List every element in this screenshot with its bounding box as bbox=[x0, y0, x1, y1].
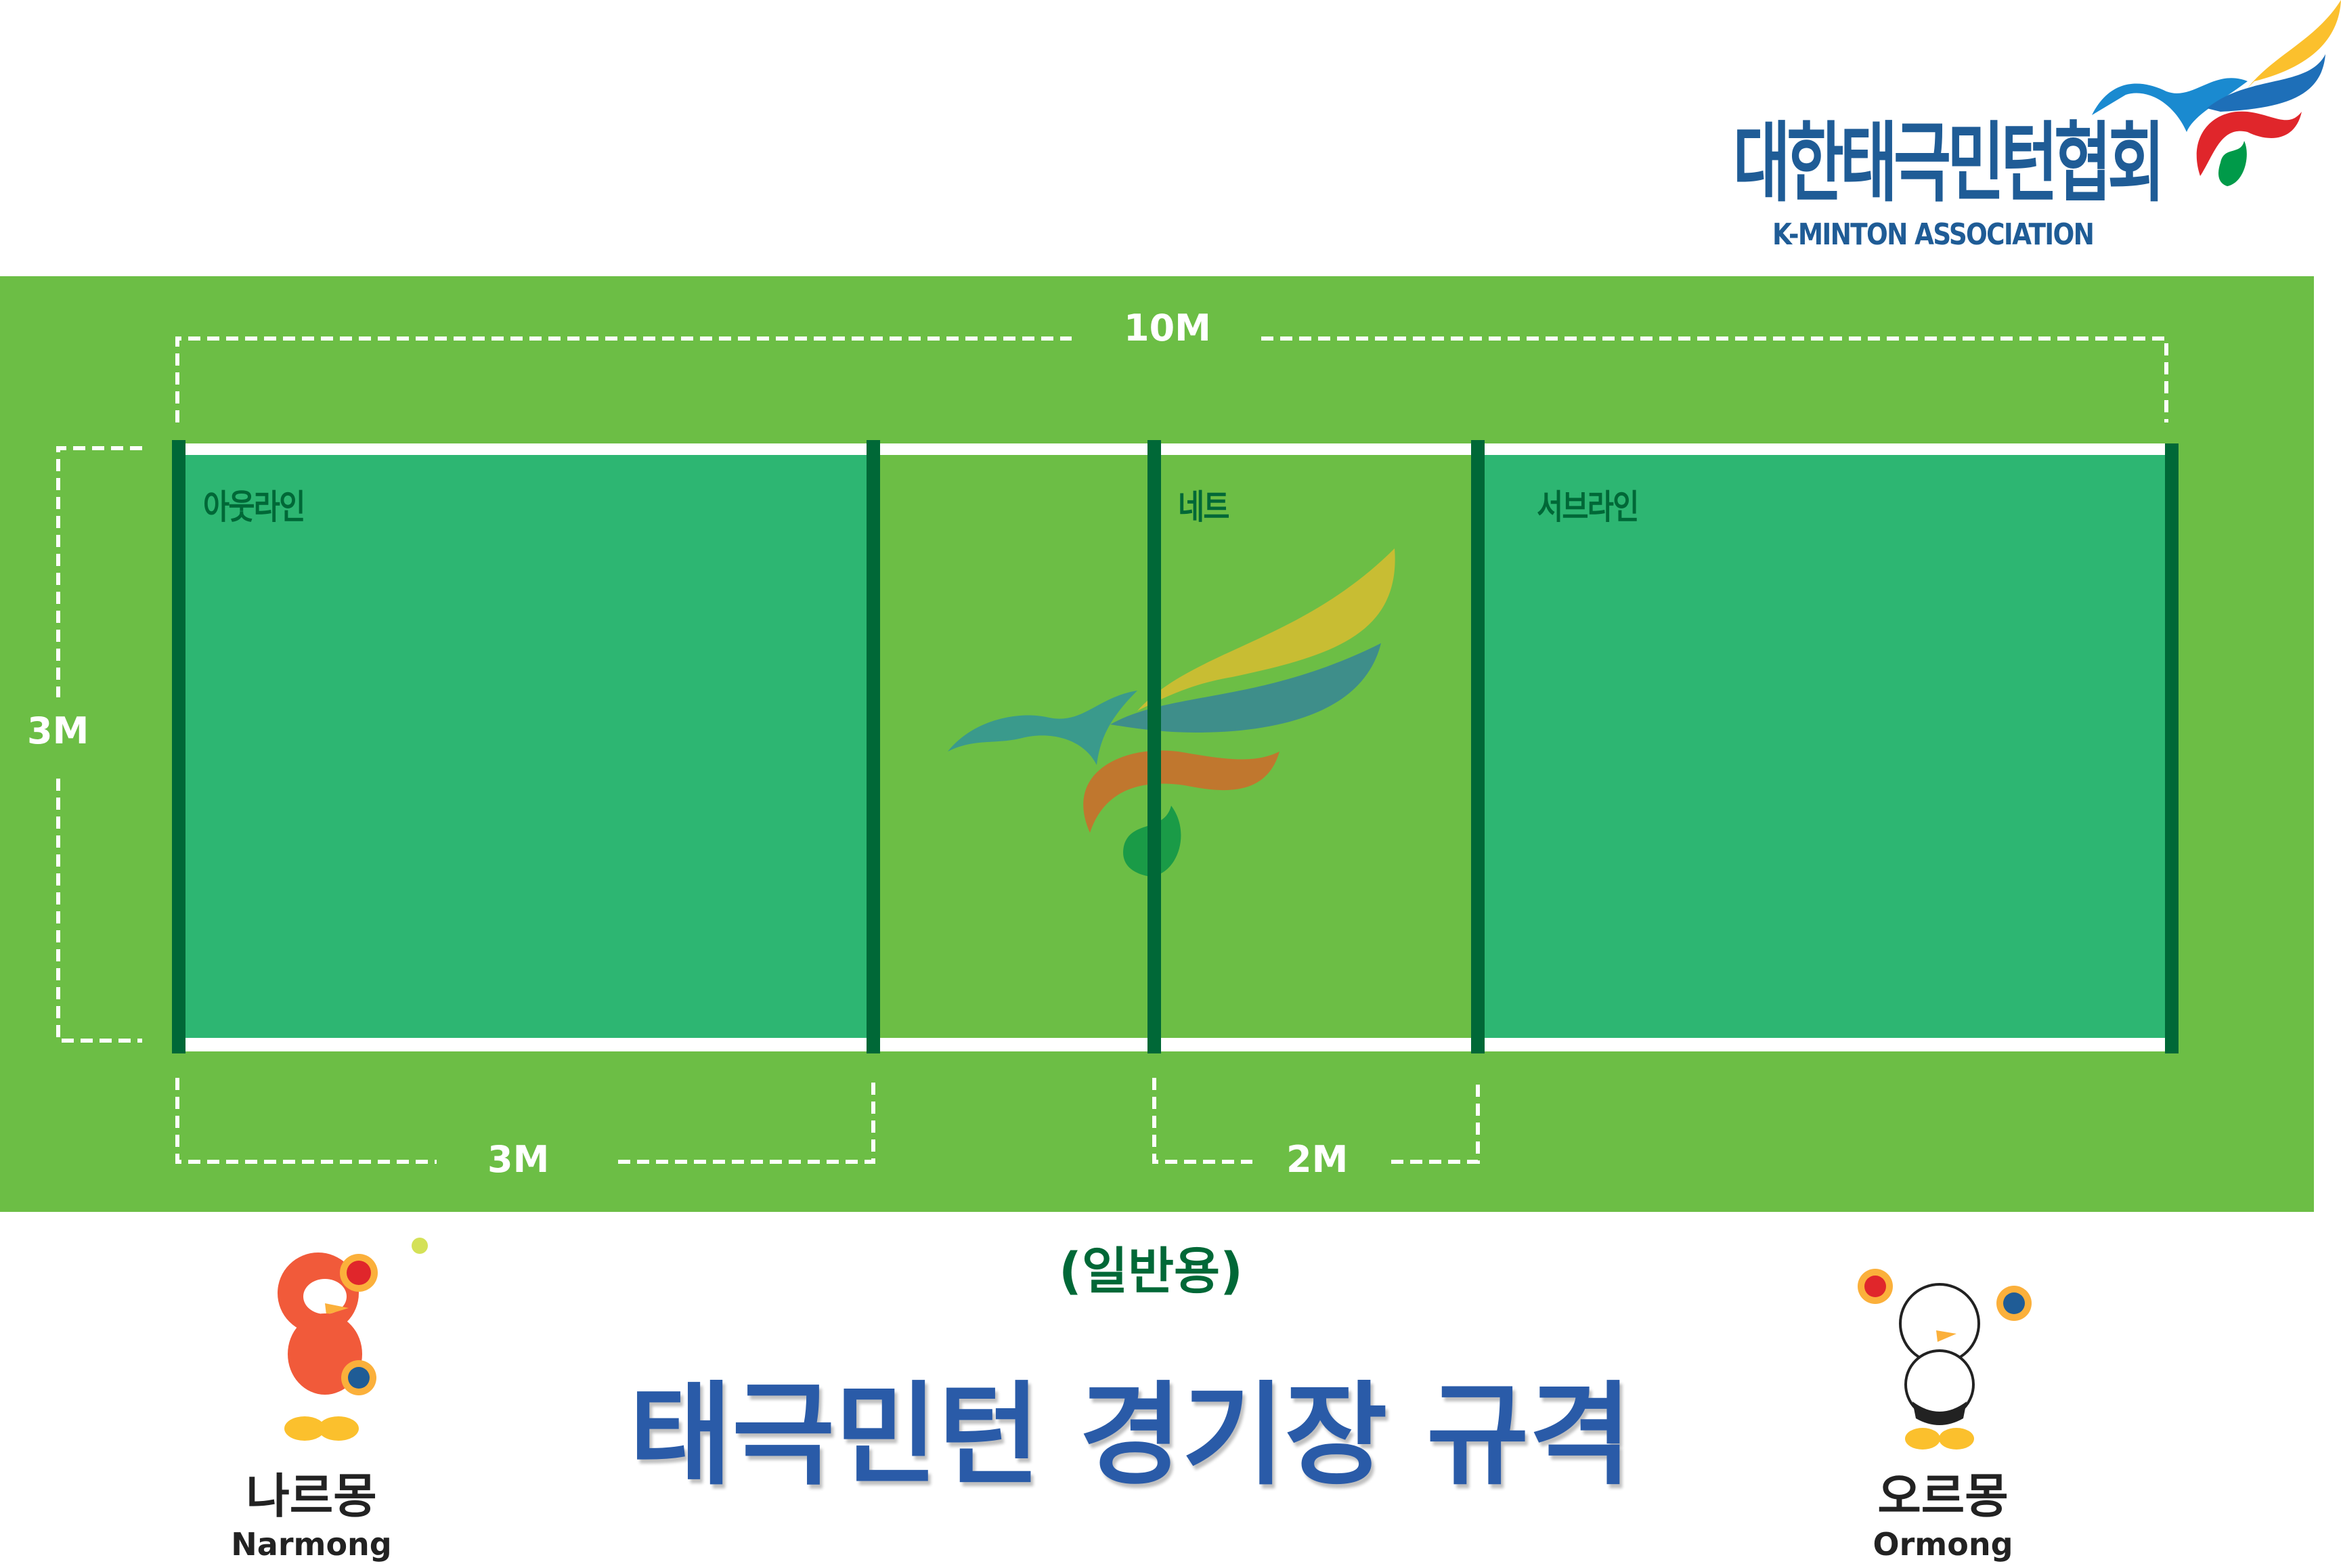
ormong-name-english: Ormong bbox=[1873, 1526, 2013, 1563]
left-serve-line bbox=[867, 440, 880, 1053]
right-out-line bbox=[2165, 443, 2179, 1053]
net-line bbox=[1147, 440, 1161, 1053]
ormong-name-korean: 오르몽 bbox=[1877, 1468, 2009, 1524]
ormong-mascot-icon bbox=[1858, 1269, 2032, 1450]
center-zone-dimension-label: 2M bbox=[1286, 1138, 1349, 1181]
outer-zone-dimension-label: 3M bbox=[487, 1138, 550, 1181]
court-emblem-icon bbox=[948, 548, 1395, 877]
length-dimension-label: 10M bbox=[1124, 307, 1211, 349]
left-outer-zone bbox=[183, 455, 873, 1038]
net-label: 네트 bbox=[1178, 487, 1230, 527]
narmong-mascot-icon bbox=[278, 1238, 428, 1441]
narmong-name-korean: 나르몽 bbox=[246, 1468, 377, 1524]
subtitle: (일반용) bbox=[1059, 1242, 1243, 1301]
association-name-korean: 대한태극민턴협회 bbox=[1733, 113, 2165, 214]
width-dimension-label: 3M bbox=[27, 710, 89, 752]
serve-line-label: 서브라인 bbox=[1537, 487, 1639, 527]
right-outer-zone bbox=[1485, 455, 2172, 1038]
association-logo-icon bbox=[2092, 0, 2341, 186]
right-serve-line bbox=[1471, 440, 1485, 1053]
association-name-english: K-MINTON ASSOCIATION bbox=[1772, 217, 2095, 252]
top-boundary-line bbox=[183, 443, 2176, 455]
out-line-label: 아웃라인 bbox=[203, 487, 305, 527]
bottom-boundary-line bbox=[183, 1038, 2176, 1051]
narmong-name-english: Narmong bbox=[231, 1526, 392, 1563]
left-out-line bbox=[172, 440, 185, 1053]
page-title: 태극민턴 경기장 규격 bbox=[629, 1370, 1632, 1500]
center-zone bbox=[880, 455, 1485, 1038]
